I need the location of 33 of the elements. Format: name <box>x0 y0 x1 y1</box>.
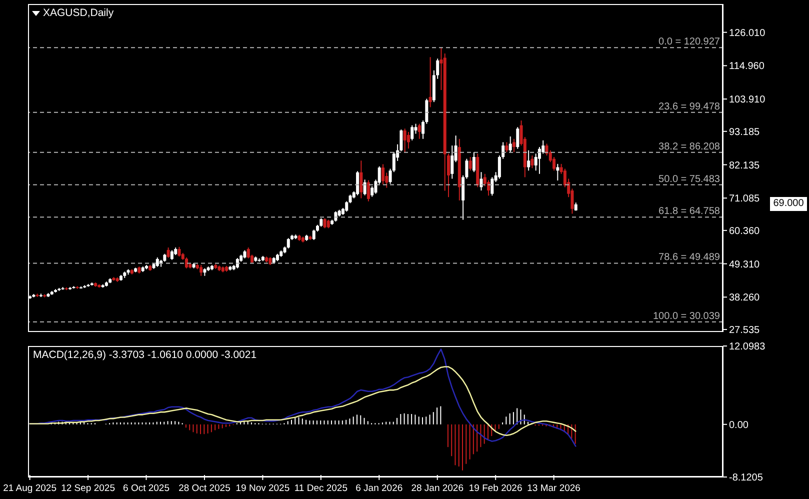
y-tick-label: 126.010 <box>729 28 766 39</box>
x-tick-label: 21 Aug 2025 <box>3 483 56 494</box>
y-tick-label: 27.535 <box>729 325 760 336</box>
y-tick-label: 103.910 <box>729 94 766 106</box>
ref-line-label: 0.0 = 120.927 <box>658 36 720 48</box>
chart-title: XAGUSD,Daily <box>43 7 114 20</box>
y-tick-label: 12.0983 <box>729 342 766 353</box>
y-tick-label: -8.1205 <box>729 472 764 484</box>
chart-title: MACD(12,26,9) -3.3703 -1.0610 0.0000 -3.0021 <box>33 349 257 362</box>
ref-line-label: 38.2 = 86.208 <box>658 141 720 152</box>
ref-line-label: 100.0 = 30.039 <box>652 310 720 322</box>
y-tick-label: 93.185 <box>729 126 760 138</box>
x-tick-label: 28 Jan 2026 <box>411 483 464 494</box>
x-tick-label: 11 Dec 2025 <box>294 483 348 494</box>
x-tick-label: 28 Oct 2025 <box>178 483 230 494</box>
y-tick-label: 38.260 <box>729 292 760 304</box>
y-tick-label: 49.310 <box>729 259 760 270</box>
text: 69.000 <box>770 197 807 212</box>
ref-line-label: 23.6 = 99.478 <box>658 101 720 112</box>
ref-line-label: 50.0 = 75.483 <box>658 174 720 185</box>
ref-line-label: 61.8 = 64.758 <box>658 206 720 218</box>
x-tick-label: 19 Feb 2026 <box>468 483 522 494</box>
x-tick-label: 6 Oct 2025 <box>123 483 170 494</box>
y-tick-label: 114.960 <box>729 61 765 72</box>
x-tick-label: 6 Jan 2026 <box>356 483 403 494</box>
y-tick-label: 82.135 <box>729 160 760 172</box>
ref-line-label: 78.6 = 49.489 <box>658 252 720 264</box>
x-tick-label: 12 Sep 2025 <box>61 483 115 494</box>
x-tick-label: 19 Nov 2025 <box>236 483 290 494</box>
y-tick-label: 60.360 <box>729 226 760 237</box>
y-tick-label: 71.085 <box>729 194 760 205</box>
x-tick-label: 13 Mar 2026 <box>527 483 580 494</box>
y-tick-label: 0.00 <box>729 420 749 431</box>
